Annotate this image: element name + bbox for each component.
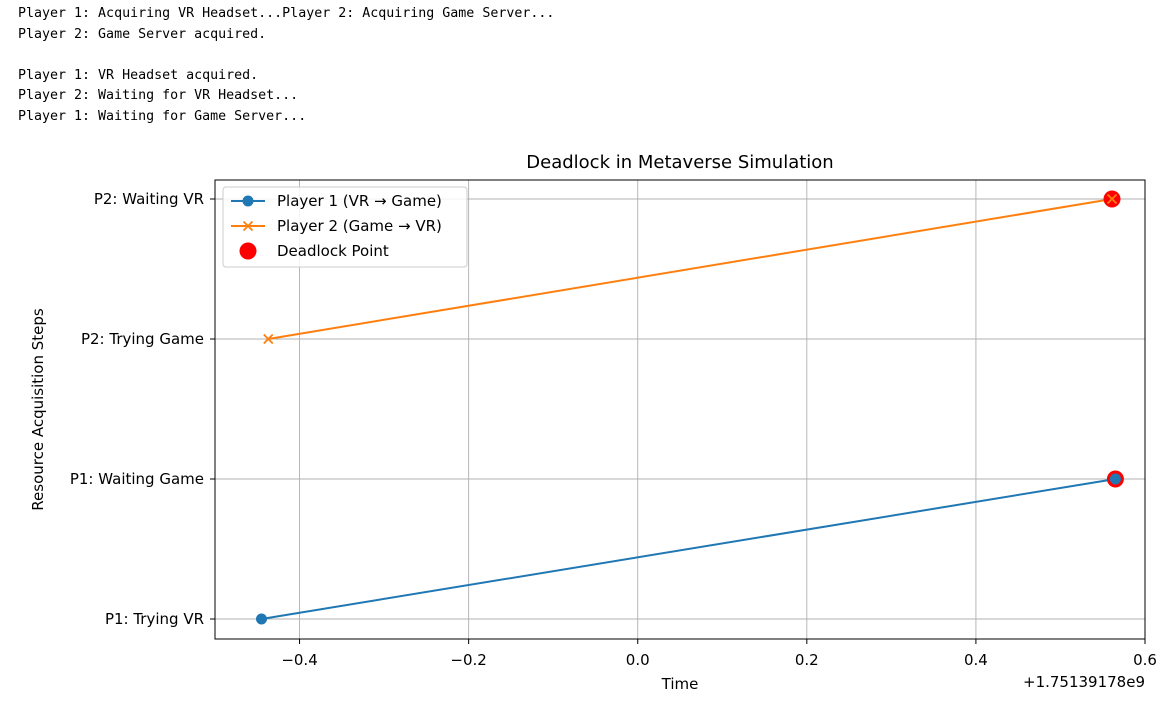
y-tick-label: P2: Trying Game bbox=[81, 330, 204, 348]
x-tick-label: −0.4 bbox=[281, 651, 317, 669]
series-point bbox=[256, 613, 267, 625]
console-line: Player 1: Waiting for Game Server... bbox=[18, 108, 307, 124]
console-line: Player 2: Waiting for VR Headset... bbox=[18, 88, 299, 103]
x-tick-label: 0.0 bbox=[626, 651, 650, 669]
chart-title: Deadlock in Metaverse Simulation bbox=[526, 152, 833, 173]
legend-frame bbox=[222, 186, 468, 268]
legend-marker bbox=[242, 195, 254, 207]
legend-label: Player 1 (VR → Game) bbox=[277, 192, 442, 210]
x-tick-label: −0.2 bbox=[450, 651, 486, 669]
x-tick-label: 0.2 bbox=[795, 651, 819, 669]
x-axis-offset-label: +1.75139178e9 bbox=[1023, 673, 1145, 691]
y-tick-label: P2: Waiting VR bbox=[94, 190, 204, 208]
legend-label: Deadlock Point bbox=[277, 242, 389, 260]
x-tick-label: 0.6 bbox=[1133, 651, 1157, 669]
legend-label: Player 2 (Game → VR) bbox=[277, 217, 442, 235]
legend: Player 1 (VR → Game) Player 2 (Game → VR)… bbox=[222, 186, 468, 268]
series-line bbox=[261, 478, 1116, 620]
series-point bbox=[263, 333, 274, 345]
legend-marker bbox=[239, 242, 257, 260]
y-tick-label: P1: Waiting Game bbox=[70, 470, 204, 488]
axes: −0.4 −0.2 0.0 0.2 0.4 0.6 P1: Trying VR P1: Wai… bbox=[70, 190, 1157, 669]
legend-marker bbox=[242, 220, 254, 232]
console-line: Player 2: Game Server acquired. bbox=[18, 26, 267, 42]
series-line bbox=[268, 198, 1113, 340]
console-line: Player 1: VR Headset acquired. bbox=[18, 67, 259, 83]
plot-frame bbox=[214, 179, 1146, 640]
series-point bbox=[1109, 473, 1121, 485]
series-lines bbox=[256, 190, 1124, 625]
console-line: Player 1: Acquiring VR Headset...Player … bbox=[18, 6, 555, 21]
series-point bbox=[1106, 193, 1118, 205]
grid-lines bbox=[215, 180, 1146, 639]
console-output: Player 1: Acquiring VR Headset...Player … bbox=[18, 4, 1118, 127]
x-axis-label: Time bbox=[661, 675, 699, 693]
y-tick-label: P1: Trying VR bbox=[105, 610, 204, 628]
y-axis-label: Resource Acquisition Steps bbox=[29, 308, 47, 511]
x-tick-label: 0.4 bbox=[964, 651, 988, 669]
